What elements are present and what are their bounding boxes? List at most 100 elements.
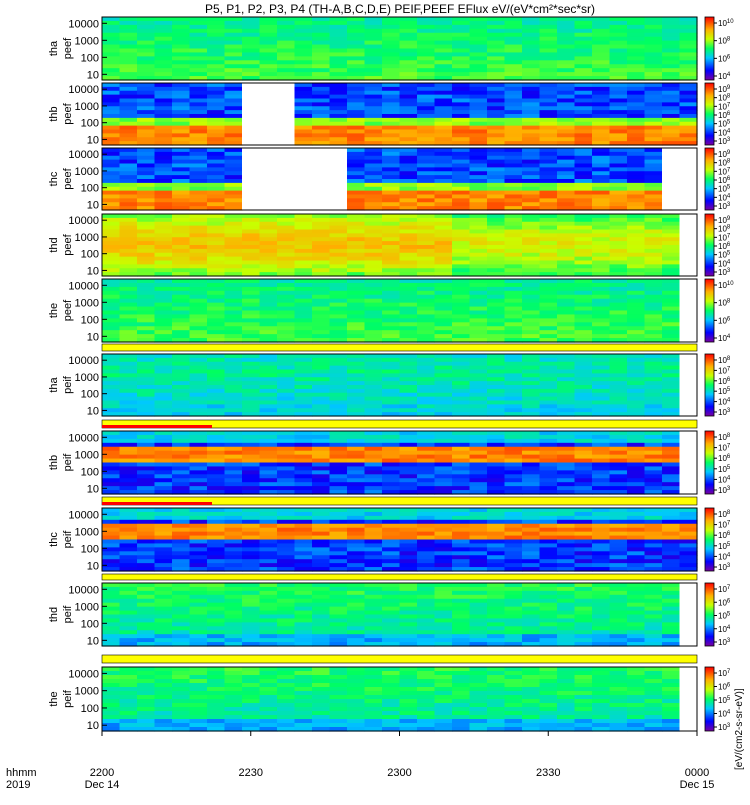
heatmap-cell xyxy=(680,512,698,517)
heatmap-cell xyxy=(417,366,435,370)
heatmap-cell xyxy=(225,253,243,257)
heatmap-cell xyxy=(172,482,190,487)
heatmap-cell xyxy=(155,404,173,408)
heatmap-cell xyxy=(575,122,593,126)
heatmap-cell xyxy=(225,618,243,623)
heatmap-cell xyxy=(400,222,418,226)
heatmap-cell xyxy=(172,611,190,616)
heatmap-cell xyxy=(452,183,470,187)
heatmap-cell xyxy=(102,175,120,179)
heatmap-cell xyxy=(330,404,348,408)
heatmap-cell xyxy=(452,404,470,408)
heatmap-cell xyxy=(627,29,645,34)
heatmap-cell xyxy=(645,195,663,199)
colorbar-tick-label: 105 xyxy=(718,387,731,396)
colorbar-tick-label: 1010 xyxy=(718,19,734,28)
heatmap-cell xyxy=(190,52,208,57)
heatmap-cell xyxy=(102,401,120,405)
heatmap-cell xyxy=(452,202,470,206)
heatmap-cell xyxy=(540,52,558,57)
heatmap-cell xyxy=(417,187,435,191)
heatmap-cell xyxy=(662,455,680,460)
heatmap-cell xyxy=(277,470,295,475)
heatmap-cell xyxy=(155,451,173,456)
heatmap-cell xyxy=(575,520,593,525)
heatmap-cell xyxy=(417,311,435,316)
heatmap-cell xyxy=(330,366,348,370)
y-tick-label: 100 xyxy=(81,118,99,130)
heatmap-cell xyxy=(575,455,593,460)
heatmap-cell xyxy=(382,615,400,620)
heatmap-cell xyxy=(102,540,120,545)
heatmap-cell xyxy=(242,171,260,175)
heatmap-cell xyxy=(207,268,225,272)
heatmap-cell xyxy=(557,551,575,556)
heatmap-cell xyxy=(207,237,225,241)
heatmap-cell xyxy=(487,638,505,643)
colorbar-tick-label: 108 xyxy=(718,159,731,168)
heatmap-cell xyxy=(592,404,610,408)
heatmap-cell xyxy=(260,404,278,408)
heatmap-cell xyxy=(557,41,575,46)
heatmap-cell xyxy=(102,195,120,199)
heatmap-cell xyxy=(680,179,698,183)
heatmap-cell xyxy=(382,160,400,164)
heatmap-cell xyxy=(260,191,278,195)
heatmap-cell xyxy=(155,334,173,339)
heatmap-cell xyxy=(400,303,418,308)
heatmap-cell xyxy=(190,133,208,137)
heatmap-cell xyxy=(260,370,278,374)
heatmap-cell xyxy=(575,516,593,521)
heatmap-cell xyxy=(505,314,523,319)
heatmap-cell xyxy=(592,126,610,130)
heatmap-cell xyxy=(575,175,593,179)
heatmap-cell xyxy=(417,540,435,545)
heatmap-cell xyxy=(277,179,295,183)
heatmap-cell xyxy=(225,393,243,397)
heatmap-cell xyxy=(277,233,295,237)
heatmap-cell xyxy=(137,630,155,635)
heatmap-cell xyxy=(102,466,120,471)
heatmap-cell xyxy=(155,532,173,537)
heatmap-cell xyxy=(120,474,138,479)
heatmap-cell xyxy=(277,318,295,323)
heatmap-cell xyxy=(242,455,260,460)
heatmap-cell xyxy=(557,64,575,69)
heatmap-cell xyxy=(120,241,138,245)
heatmap-cell xyxy=(610,299,628,304)
heatmap-cell xyxy=(260,373,278,377)
heatmap-cell xyxy=(347,160,365,164)
heatmap-cell xyxy=(470,183,488,187)
heatmap-cell xyxy=(505,611,523,616)
heatmap-cell xyxy=(522,264,540,268)
heatmap-cell xyxy=(120,377,138,381)
heatmap-cell xyxy=(662,508,680,513)
heatmap-cell xyxy=(295,60,313,65)
heatmap-cell xyxy=(155,366,173,370)
heatmap-cell xyxy=(522,137,540,141)
heatmap-cell xyxy=(575,110,593,114)
heatmap-cell xyxy=(452,516,470,521)
heatmap-cell xyxy=(452,381,470,385)
heatmap-cell xyxy=(662,540,680,545)
heatmap-cell xyxy=(680,17,698,22)
heatmap-cell xyxy=(155,385,173,389)
heatmap-cell xyxy=(277,555,295,560)
heatmap-cell xyxy=(242,60,260,65)
heatmap-cell xyxy=(277,202,295,206)
heatmap-cell xyxy=(137,68,155,73)
heatmap-cell xyxy=(277,354,295,358)
heatmap-cell xyxy=(242,595,260,600)
heatmap-cell xyxy=(627,455,645,460)
heatmap-cell xyxy=(610,451,628,456)
heatmap-cell xyxy=(102,110,120,114)
heatmap-cell xyxy=(155,218,173,222)
heatmap-cell xyxy=(435,311,453,316)
heatmap-cell xyxy=(662,486,680,491)
heatmap-cell xyxy=(120,599,138,604)
heatmap-cell xyxy=(330,102,348,106)
heatmap-cell xyxy=(470,459,488,464)
heatmap-cell xyxy=(347,295,365,300)
heatmap-cell xyxy=(225,474,243,479)
